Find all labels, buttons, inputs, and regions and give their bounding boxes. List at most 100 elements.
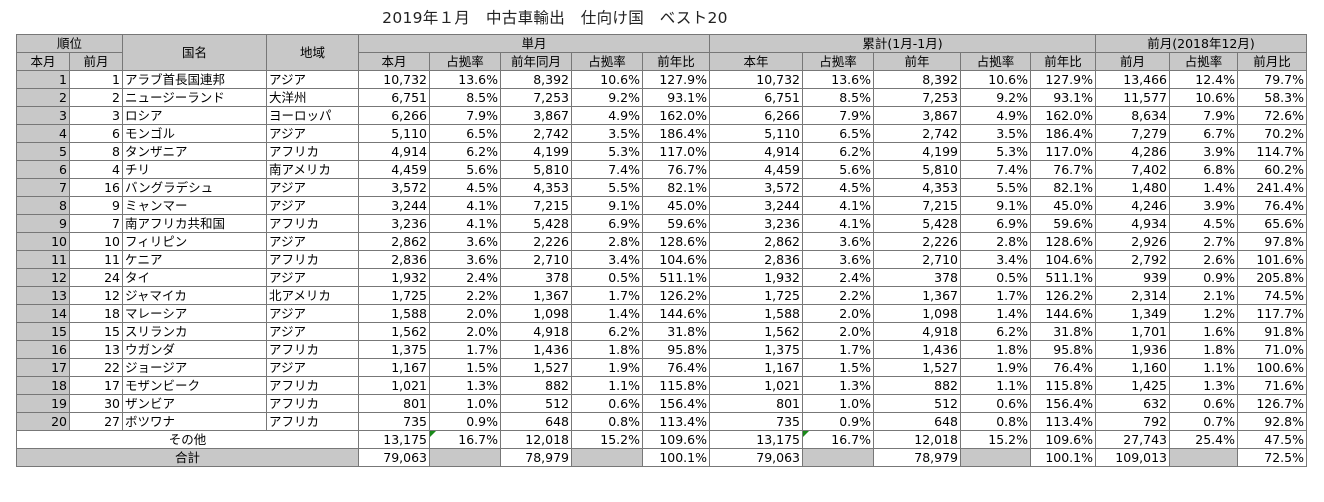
- p-sh-cell: 10.6%: [1169, 88, 1238, 107]
- s-py-cell: 378: [500, 268, 572, 287]
- table-row: 14 18 マレーシア アジア 1,588 2.0% 1,098 1.4% 144.6% 1,58…: [16, 304, 1307, 323]
- rank-cell: 9: [16, 214, 70, 233]
- c-yoy-cell: 104.6%: [1030, 250, 1096, 269]
- c-sh2-cell: 1.9%: [960, 358, 1031, 377]
- header-p-mom: 前月比: [1237, 52, 1307, 71]
- prev-rank-cell: 12: [69, 286, 123, 305]
- c-yoy-cell: 95.8%: [1030, 340, 1096, 359]
- s-py-cell: 8,392: [500, 70, 572, 89]
- header-c-yoy: 前年比: [1030, 52, 1096, 71]
- c-sh-cell: 4.5%: [802, 178, 874, 197]
- c-sh2-cell: 10.6%: [960, 70, 1031, 89]
- c-sh-cell: 8.5%: [802, 88, 874, 107]
- c-cur-cell: 3,236: [709, 214, 803, 233]
- country-cell: モンゴル: [122, 124, 267, 143]
- c-sh2-cell: 1.1%: [960, 376, 1031, 395]
- s-cur-cell: 2,862: [358, 232, 430, 251]
- p-prev-cell: 4,246: [1095, 196, 1170, 215]
- header-cumulative: 累計(1月-1月): [709, 34, 1096, 53]
- s-sh2-cell: 1.1%: [571, 376, 643, 395]
- header-prev-month-rank: 前月: [69, 52, 123, 71]
- c-sh-cell: 2.4%: [802, 268, 874, 287]
- other-c-yoy: 109.6%: [1030, 430, 1096, 449]
- p-prev-cell: 1,160: [1095, 358, 1170, 377]
- s-py-cell: 2,710: [500, 250, 572, 269]
- c-sh2-cell: 1.4%: [960, 304, 1031, 323]
- region-cell: アジア: [266, 268, 359, 287]
- p-prev-cell: 7,279: [1095, 124, 1170, 143]
- s-sh-cell: 4.5%: [429, 178, 501, 197]
- p-prev-cell: 4,286: [1095, 142, 1170, 161]
- c-sh-cell: 1.0%: [802, 394, 874, 413]
- c-cur-cell: 10,732: [709, 70, 803, 89]
- p-prev-cell: 4,934: [1095, 214, 1170, 233]
- header-c-share2: 占拠率: [960, 52, 1031, 71]
- c-cur-cell: 1,588: [709, 304, 803, 323]
- rank-cell: 15: [16, 322, 70, 341]
- c-cur-cell: 1,375: [709, 340, 803, 359]
- s-sh2-cell: 7.4%: [571, 160, 643, 179]
- rank-cell: 7: [16, 178, 70, 197]
- region-cell: アフリカ: [266, 340, 359, 359]
- s-cur-cell: 1,932: [358, 268, 430, 287]
- c-cur-cell: 1,725: [709, 286, 803, 305]
- c-yoy-cell: 45.0%: [1030, 196, 1096, 215]
- s-yoy-cell: 126.2%: [642, 286, 710, 305]
- table-row: 3 3 ロシア ヨーロッパ 6,266 7.9% 3,867 4.9% 162.0% 6,266 7…: [16, 106, 1307, 125]
- other-label: その他: [16, 430, 359, 449]
- s-py-cell: 648: [500, 412, 572, 431]
- s-sh2-cell: 1.4%: [571, 304, 643, 323]
- total-blank-cell: [1169, 448, 1238, 467]
- c-yoy-cell: 82.1%: [1030, 178, 1096, 197]
- region-cell: アジア: [266, 124, 359, 143]
- s-sh2-cell: 1.8%: [571, 340, 643, 359]
- c-cur-cell: 2,862: [709, 232, 803, 251]
- c-sh-cell: 4.1%: [802, 214, 874, 233]
- header-row-1: 順位 国名 地域 単月 累計(1月-1月) 前月(2018年12月): [16, 34, 1307, 71]
- rank-cell: 3: [16, 106, 70, 125]
- s-py-cell: 1,436: [500, 340, 572, 359]
- total-c-cur: 79,063: [709, 448, 803, 467]
- c-cur-cell: 5,110: [709, 124, 803, 143]
- region-cell: アフリカ: [266, 142, 359, 161]
- c-py-cell: 7,215: [873, 196, 961, 215]
- total-label: 合計: [16, 448, 359, 467]
- p-mom-cell: 70.2%: [1237, 124, 1307, 143]
- table-row: 4 6 モンゴル アジア 5,110 6.5% 2,742 3.5% 186.4% 5,110 6.…: [16, 124, 1307, 143]
- s-py-cell: 1,098: [500, 304, 572, 323]
- country-cell: ジョージア: [122, 358, 267, 377]
- c-sh-cell: 1.7%: [802, 340, 874, 359]
- prev-rank-cell: 15: [69, 322, 123, 341]
- s-sh2-cell: 3.4%: [571, 250, 643, 269]
- other-c-py: 12,018: [873, 430, 961, 449]
- s-sh2-cell: 3.5%: [571, 124, 643, 143]
- s-sh-cell: 6.2%: [429, 142, 501, 161]
- table-row: 10 10 フィリピン アジア 2,862 3.6% 2,226 2.8% 128.6% 2,86…: [16, 232, 1307, 251]
- s-yoy-cell: 128.6%: [642, 232, 710, 251]
- prev-rank-cell: 22: [69, 358, 123, 377]
- header-s-prev-year: 前年同月: [500, 52, 572, 71]
- c-sh-cell: 13.6%: [802, 70, 874, 89]
- c-yoy-cell: 128.6%: [1030, 232, 1096, 251]
- s-yoy-cell: 186.4%: [642, 124, 710, 143]
- s-sh2-cell: 9.2%: [571, 88, 643, 107]
- p-sh-cell: 0.6%: [1169, 394, 1238, 413]
- c-py-cell: 648: [873, 412, 961, 431]
- country-cell: バングラデシュ: [122, 178, 267, 197]
- prev-rank-cell: 17: [69, 376, 123, 395]
- region-cell: アジア: [266, 70, 359, 89]
- c-py-cell: 4,199: [873, 142, 961, 161]
- s-cur-cell: 3,236: [358, 214, 430, 233]
- s-cur-cell: 1,021: [358, 376, 430, 395]
- p-prev-cell: 1,701: [1095, 322, 1170, 341]
- region-cell: アジア: [266, 304, 359, 323]
- s-sh-cell: 6.5%: [429, 124, 501, 143]
- rank-cell: 16: [16, 340, 70, 359]
- s-sh2-cell: 6.2%: [571, 322, 643, 341]
- c-sh-cell: 2.2%: [802, 286, 874, 305]
- c-sh2-cell: 5.5%: [960, 178, 1031, 197]
- s-sh-cell: 2.2%: [429, 286, 501, 305]
- p-sh-cell: 1.1%: [1169, 358, 1238, 377]
- other-s-cur: 13,175: [358, 430, 430, 449]
- s-cur-cell: 1,167: [358, 358, 430, 377]
